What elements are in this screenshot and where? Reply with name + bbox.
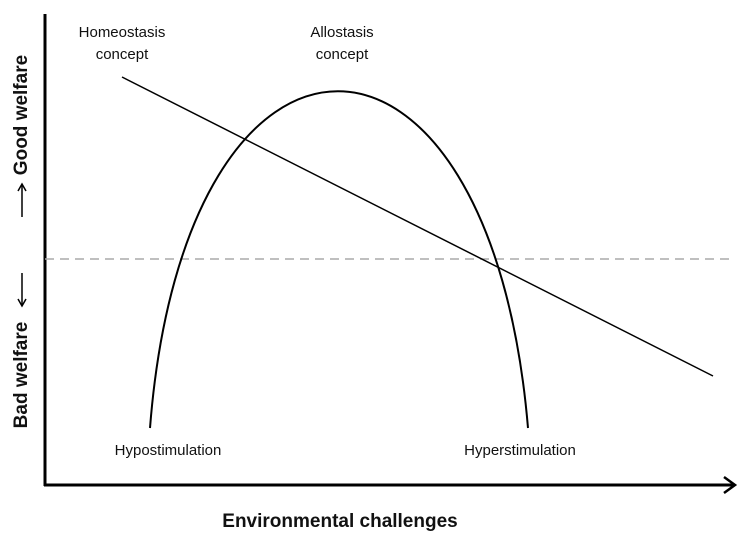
concept-label: Homeostasis (79, 24, 166, 41)
concept-label: concept (316, 46, 369, 63)
y-arrow-up-head (17, 182, 27, 192)
y-axis-bottom-label: Bad welfare (11, 322, 32, 429)
x-axis-arrow (723, 475, 738, 495)
zone-label: Hypostimulation (115, 442, 222, 459)
y-axis-top-label: Good welfare (11, 55, 32, 175)
allostasis-curve (149, 90, 529, 429)
x-axis-label: Environmental challenges (222, 511, 457, 532)
homeostasis-line (121, 76, 714, 377)
zone-label: Hyperstimulation (464, 442, 576, 459)
concept-label: Allostasis (310, 24, 373, 41)
concept-label: concept (96, 46, 149, 63)
y-arrow-down-head (17, 298, 27, 308)
y-axis-label-group: Bad welfare Good welfare (11, 55, 32, 429)
